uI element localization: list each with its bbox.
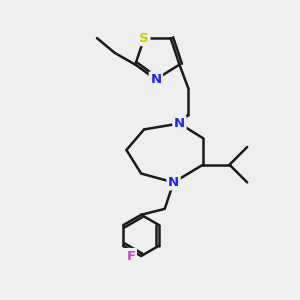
Text: N: N: [174, 117, 185, 130]
Text: F: F: [126, 250, 135, 262]
Text: N: N: [150, 73, 161, 86]
Text: S: S: [139, 32, 149, 45]
Text: N: N: [168, 176, 179, 189]
